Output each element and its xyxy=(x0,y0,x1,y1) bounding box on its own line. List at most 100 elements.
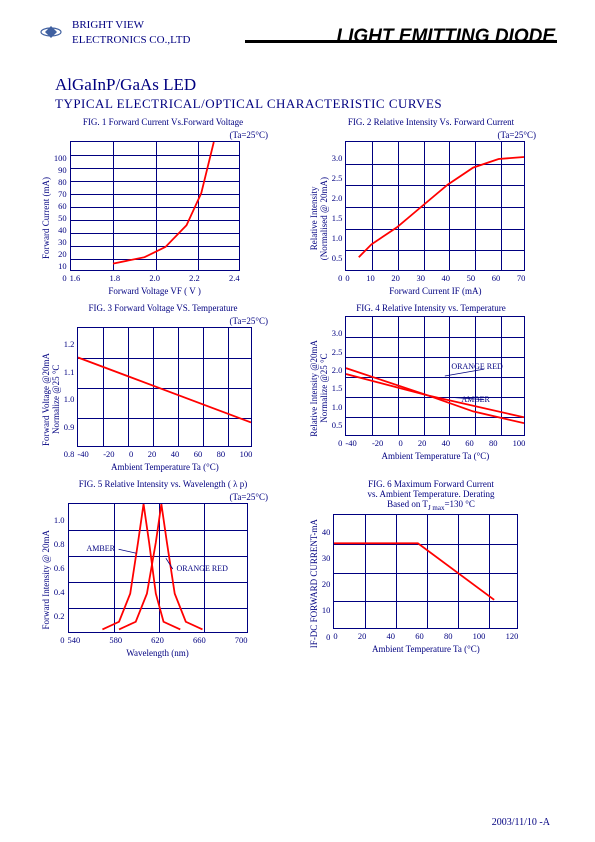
chart-row-2: FIG. 3 Forward Voltage VS. Temperature (T… xyxy=(40,304,555,472)
fig6-plot-area xyxy=(333,514,518,629)
fig1-title: FIG. 1 Forward Current Vs.Forward Voltag… xyxy=(40,118,286,128)
ytick-label: 1.1 xyxy=(64,367,75,377)
ytick-label: 2.5 xyxy=(332,173,343,183)
ytick-label: 0.6 xyxy=(54,563,65,573)
xtick-label: 620 xyxy=(151,635,164,645)
ytick-label: 2.0 xyxy=(332,193,343,203)
xtick-label: 100 xyxy=(513,438,526,448)
section-title: AlGaInP/GaAs LED xyxy=(55,75,196,95)
fig5-ylabel: Forward Intensity @ 20mA xyxy=(40,530,54,630)
ytick-label: 20 xyxy=(54,249,67,259)
fig1-xticks: 1.61.82.02.22.4 xyxy=(70,273,240,283)
ytick-label: 3.0 xyxy=(332,153,343,163)
ytick-label: 1.0 xyxy=(54,515,65,525)
xtick-label: 40 xyxy=(387,631,396,641)
fig5-xlabel: Wavelength (nm) xyxy=(68,648,248,658)
label-pointer xyxy=(69,504,247,632)
ytick-label: 1.2 xyxy=(64,339,75,349)
xtick-label: 1.8 xyxy=(109,273,120,283)
ytick-label: 40 xyxy=(322,527,331,537)
ytick-label: 10 xyxy=(54,261,67,271)
ytick-label: 2.5 xyxy=(332,347,343,357)
fig1-condition: (Ta=25°C) xyxy=(40,130,268,140)
company-logo-icon xyxy=(40,24,62,40)
xtick-label: 660 xyxy=(193,635,206,645)
fig3-yticks: 1.21.11.00.90.8 xyxy=(64,339,78,459)
fig3-plot-wrap: Forward Voltage @20mANormalize @25 °C1.2… xyxy=(40,327,286,472)
fig5-yticks: 1.00.80.60.40.20 xyxy=(54,515,68,645)
ytick-label: 100 xyxy=(54,153,67,163)
ytick-label: 0.4 xyxy=(54,587,65,597)
fig4-title: FIG. 4 Relative Intensity vs. Temperatur… xyxy=(308,304,554,314)
xtick-label: 120 xyxy=(506,631,519,641)
fig3-plot-area xyxy=(77,327,252,447)
fig2-xticks: 010203040506070 xyxy=(345,273,525,283)
ytick-label: 80 xyxy=(54,177,67,187)
title-underline xyxy=(245,40,557,43)
ytick-label: 0.9 xyxy=(64,422,75,432)
fig1-xlabel: Forward Voltage VF ( V ) xyxy=(70,286,240,296)
xtick-label: 0 xyxy=(333,631,337,641)
fig2-chart: FIG. 2 Relative Intensity Vs. Forward Cu… xyxy=(308,118,554,296)
fig5-chart: FIG. 5 Relative Intensity vs. Wavelength… xyxy=(40,480,286,658)
fig4-ylabel: Relative Intensity @20mANormalize @25 °C xyxy=(308,340,332,437)
fig5-plot-area: AMBERORANGE RED xyxy=(68,503,248,633)
fig2-xlabel: Forward Current IF (mA) xyxy=(345,286,525,296)
xtick-label: 540 xyxy=(68,635,81,645)
fig2-title: FIG. 2 Relative Intensity Vs. Forward Cu… xyxy=(308,118,554,128)
xtick-label: 40 xyxy=(442,438,451,448)
ytick-label: 50 xyxy=(54,213,67,223)
fig6-title: FIG. 6 Maximum Forward Currentvs. Ambien… xyxy=(308,480,554,512)
fig4-xticks: -40-20020406080100 xyxy=(345,438,525,448)
xtick-label: 2.2 xyxy=(189,273,200,283)
fig6-xticks: 020406080100120 xyxy=(333,631,518,641)
ytick-label: 0 xyxy=(54,273,67,283)
fig5-title: FIG. 5 Relative Intensity vs. Wavelength… xyxy=(40,480,286,490)
ytick-label: 0 xyxy=(332,273,343,283)
xtick-label: 10 xyxy=(366,273,375,283)
fig3-title: FIG. 3 Forward Voltage VS. Temperature xyxy=(40,304,286,314)
fig3-condition: (Ta=25°C) xyxy=(40,316,268,326)
xtick-label: 0 xyxy=(398,438,402,448)
company-name: BRIGHT VIEW ELECTRONICS CO.,LTD xyxy=(72,18,190,49)
company-line2: ELECTRONICS CO.,LTD xyxy=(72,33,190,48)
ytick-label: 0 xyxy=(332,438,343,448)
xtick-label: 20 xyxy=(391,273,400,283)
xtick-label: 20 xyxy=(358,631,367,641)
xtick-label: 580 xyxy=(109,635,122,645)
fig3-series-main xyxy=(78,357,251,422)
fig6-chart: FIG. 6 Maximum Forward Currentvs. Ambien… xyxy=(308,480,554,658)
fig2-condition: (Ta=25°C) xyxy=(308,130,536,140)
fig4-xlabel: Ambient Temperature Ta (°C) xyxy=(345,451,525,461)
ytick-label: 1.0 xyxy=(64,394,75,404)
document-title: LIGHT EMITTING DIODE xyxy=(337,26,556,48)
ytick-label: 3.0 xyxy=(332,328,343,338)
ytick-label: 0.2 xyxy=(54,611,65,621)
fig1-yticks: 1009080706050403020100 xyxy=(54,153,70,283)
xtick-label: -40 xyxy=(345,438,356,448)
ytick-label: 1.5 xyxy=(332,213,343,223)
ytick-label: 60 xyxy=(54,201,67,211)
xtick-label: -40 xyxy=(77,449,88,459)
fig5-xticks: 540580620660700 xyxy=(68,635,248,645)
xtick-label: 2.4 xyxy=(229,273,240,283)
fig2-ylabel: Relative Intensity(Normalised @ 20mA) xyxy=(308,177,332,260)
xtick-label: -20 xyxy=(103,449,114,459)
fig4-chart: FIG. 4 Relative Intensity vs. Temperatur… xyxy=(308,304,554,472)
ytick-label: 0.5 xyxy=(332,420,343,430)
chart-row-1: FIG. 1 Forward Current Vs.Forward Voltag… xyxy=(40,118,555,296)
xtick-label: -20 xyxy=(372,438,383,448)
xtick-label: 60 xyxy=(492,273,501,283)
fig1-curve-svg xyxy=(71,142,239,270)
xtick-label: 80 xyxy=(489,438,498,448)
fig2-yticks: 3.02.52.01.51.00.50 xyxy=(332,153,346,283)
company-line1: BRIGHT VIEW xyxy=(72,18,190,33)
fig4-plot-area: ORANGE REDAMBER xyxy=(345,316,525,436)
fig5-condition: (Ta=25°C) xyxy=(40,492,268,502)
ytick-label: 70 xyxy=(54,189,67,199)
fig2-plot-area xyxy=(345,141,525,271)
xtick-label: 100 xyxy=(473,631,486,641)
charts-grid: FIG. 1 Forward Current Vs.Forward Voltag… xyxy=(40,118,555,666)
ytick-label: 1.0 xyxy=(332,402,343,412)
xtick-label: 20 xyxy=(148,449,157,459)
